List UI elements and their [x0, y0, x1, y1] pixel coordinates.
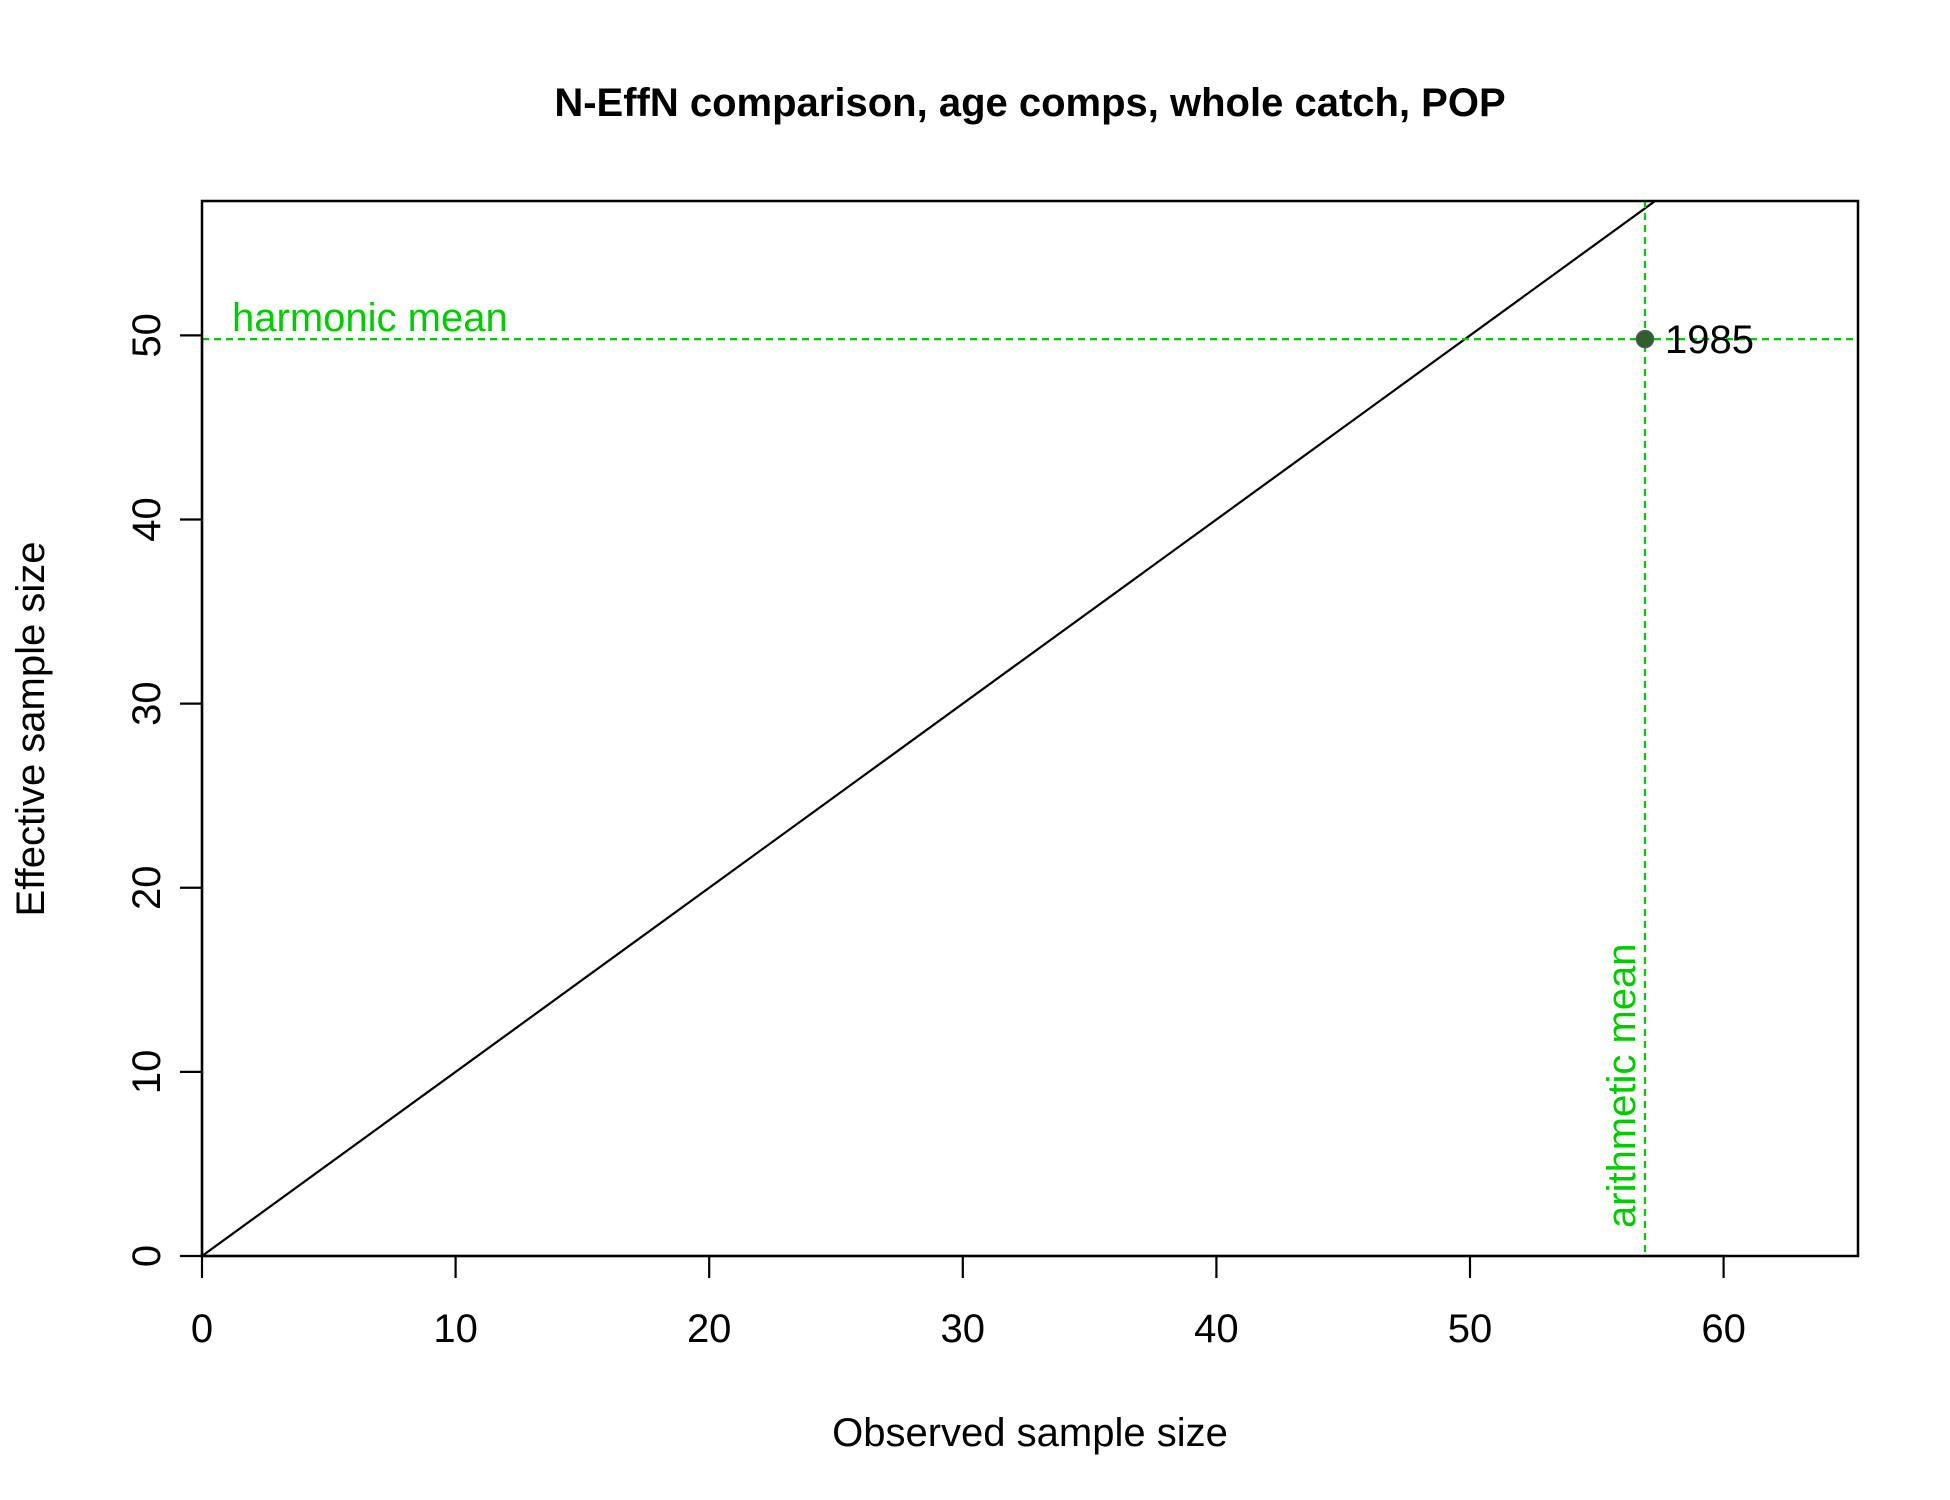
- plot-area: harmonic mean arithmetic mean 1985: [202, 201, 1858, 1256]
- x-tick-label-10: 10: [433, 1307, 478, 1351]
- y-axis-label: Effective sample size: [9, 542, 53, 917]
- y-tick-label-10: 10: [125, 1050, 169, 1095]
- x-axis: 0 10 20 30 40 50 60: [191, 1254, 1746, 1351]
- y-tick-label-30: 30: [125, 681, 169, 726]
- point-label-1985: 1985: [1665, 318, 1754, 362]
- y-tick-label-40: 40: [125, 497, 169, 542]
- x-axis-label: Observed sample size: [832, 1411, 1228, 1455]
- identity-line: [202, 201, 1657, 1256]
- harmonic-mean-label: harmonic mean: [232, 296, 508, 340]
- x-tick-label-50: 50: [1448, 1307, 1493, 1351]
- y-tick-label-50: 50: [125, 313, 169, 358]
- data-point-1985: [1635, 329, 1655, 349]
- x-tick-label-60: 60: [1701, 1307, 1746, 1351]
- arithmetic-mean-label: arithmetic mean: [1600, 943, 1644, 1228]
- y-tick-label-0: 0: [125, 1245, 169, 1267]
- x-tick-label-30: 30: [941, 1307, 986, 1351]
- x-tick-label-0: 0: [191, 1307, 213, 1351]
- plot-frame: [200, 199, 1860, 1258]
- y-axis: 0 10 20 30 40 50: [125, 313, 204, 1267]
- x-tick-label-40: 40: [1194, 1307, 1239, 1351]
- x-tick-label-20: 20: [687, 1307, 732, 1351]
- y-tick-label-20: 20: [125, 866, 169, 911]
- chart-title: N-EffN comparison, age comps, whole catc…: [554, 81, 1505, 125]
